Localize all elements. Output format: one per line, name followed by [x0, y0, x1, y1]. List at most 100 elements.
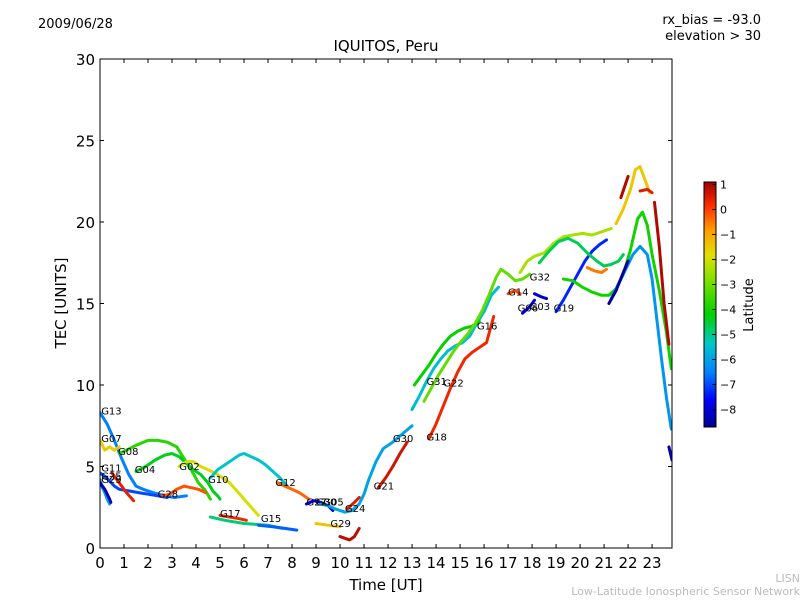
- satellite-label: G29: [101, 475, 121, 486]
- series-line-g32: [518, 227, 613, 274]
- x-tick-label: 5: [215, 554, 225, 572]
- satellite-label: G13: [101, 406, 121, 417]
- series-line-g14: [506, 289, 522, 296]
- x-tick-label: 15: [451, 554, 470, 572]
- y-tick-label: 20: [76, 214, 95, 232]
- colorbar-tick-label: −5: [720, 329, 736, 342]
- satellite-label: G10: [208, 475, 228, 486]
- y-tick-label: 5: [85, 459, 95, 477]
- x-tick-label: 4: [191, 554, 201, 572]
- series-line-g10b: [614, 165, 652, 226]
- series-line-g29b: [314, 522, 342, 529]
- satellite-label: G32: [530, 273, 550, 284]
- credit-line-2: Low-Latitude Ionospheric Sensor Network: [571, 585, 800, 598]
- series-line-g26b: [653, 200, 671, 346]
- series-line-g21: [376, 440, 409, 490]
- series-line-g17: [218, 513, 248, 522]
- x-tick-label: 14: [427, 554, 446, 572]
- satellite-label: G28: [158, 489, 178, 500]
- colorbar-bar: [703, 181, 717, 428]
- series-line-g24: [345, 496, 361, 511]
- chart-title: IQUITOS, Peru: [333, 37, 439, 55]
- x-tick-label: 13: [402, 554, 421, 572]
- colorbar-tick-label: 0: [720, 204, 727, 217]
- x-tick-label: 0: [95, 554, 105, 572]
- rx-bias-label: rx_bias = -93.0 elevation > 30: [662, 13, 761, 45]
- series-line-g28b: [638, 187, 654, 195]
- satellite-label: G02: [179, 462, 199, 473]
- credit-line-1: LISN: [775, 572, 800, 585]
- satellite-label: G03: [530, 302, 550, 313]
- series-line-g06: [521, 298, 536, 315]
- series-line-g02: [177, 460, 260, 517]
- series-line-g28: [110, 471, 136, 503]
- x-axis-label: Time [UT]: [348, 576, 422, 594]
- series-line-g23b: [619, 174, 630, 200]
- y-tick-label: 25: [76, 133, 95, 151]
- x-tick-label: 9: [311, 554, 321, 572]
- colorbar-tick-label: −2: [720, 254, 736, 267]
- x-tick-label: 12: [378, 554, 397, 572]
- y-axis: 0 5 10 15 20 25 30: [76, 51, 672, 558]
- x-tick-label: 22: [619, 554, 638, 572]
- colorbar-tick-label: 1: [720, 179, 727, 192]
- series-line-g18: [427, 315, 496, 441]
- satellite-label: G04: [135, 465, 155, 476]
- x-tick-label: 1: [119, 554, 129, 572]
- y-tick-label: 15: [76, 296, 95, 314]
- series-line-g19: [554, 238, 608, 314]
- colorbar-tick-label: −7: [720, 379, 736, 392]
- series-line-g21b: [585, 266, 608, 274]
- satellite-label: G17: [220, 509, 240, 520]
- satellite-label: G12: [275, 478, 295, 489]
- x-tick-label: 23: [643, 554, 662, 572]
- satellite-label: G24: [345, 504, 365, 515]
- x-tick-label: 2: [143, 554, 153, 572]
- series-line-g07: [100, 438, 121, 452]
- series-line-g31: [410, 285, 500, 411]
- x-tick-label: 3: [167, 554, 177, 572]
- satellite-label: G29: [330, 519, 350, 530]
- satellite-label: G08: [118, 447, 138, 458]
- x-tick-label: 11: [354, 554, 373, 572]
- colorbar-label: Latitude: [742, 278, 757, 332]
- y-tick-label: 10: [76, 377, 95, 395]
- date-label: 2009/06/28: [38, 17, 113, 32]
- colorbar-ticks: 1 0 −1 −2 −3 −4 −5 −6 −7 −8: [712, 179, 736, 417]
- series-line-g30: [319, 424, 414, 514]
- x-tick-label: 17: [499, 554, 518, 572]
- satellite-label: G16: [477, 322, 497, 333]
- satellite-label: G05: [323, 498, 343, 509]
- series-line-g07b: [607, 259, 630, 305]
- series-line-g15b: [667, 445, 672, 462]
- satellite-label: G14: [508, 287, 528, 298]
- colorbar-tick-label: −4: [720, 304, 736, 317]
- series-layer: [100, 165, 672, 542]
- satellite-label: G07: [101, 434, 121, 445]
- colorbar-tick-label: −3: [720, 279, 736, 292]
- series-line-g05: [256, 523, 299, 532]
- credit-label: LISN Low-Latitude Ionospheric Sensor Net…: [571, 572, 800, 598]
- x-axis: 0 1 2 3 4 5 6 7 8 9 10 11 12 13 14 15 16 17 18 19 20 21 22 23: [95, 59, 662, 572]
- x-tick-label: 8: [287, 554, 297, 572]
- elevation-text: elevation > 30: [665, 29, 761, 44]
- colorbar-tick-label: −1: [720, 229, 736, 242]
- series-line-g29: [100, 481, 113, 504]
- series-line-g16: [422, 267, 532, 403]
- series-line-g26: [338, 526, 361, 542]
- series-line-g10: [208, 452, 289, 488]
- x-tick-label: 18: [523, 554, 542, 572]
- x-tick-label: 7: [263, 554, 273, 572]
- satellite-label: G27: [306, 498, 326, 509]
- satellite-label: G11: [101, 463, 121, 474]
- colorbar: 1 0 −1 −2 −3 −4 −5 −6 −7 −8 Latitude: [703, 179, 757, 428]
- series-line-g03: [533, 292, 548, 301]
- x-tick-label: 16: [475, 554, 494, 572]
- satellite-label: G15: [261, 514, 281, 525]
- rx-bias-text: rx_bias = -93.0: [662, 13, 761, 28]
- satellite-label: G19: [554, 304, 574, 315]
- series-line-g08: [117, 438, 212, 501]
- y-axis-label: TEC [UNITS]: [52, 258, 70, 350]
